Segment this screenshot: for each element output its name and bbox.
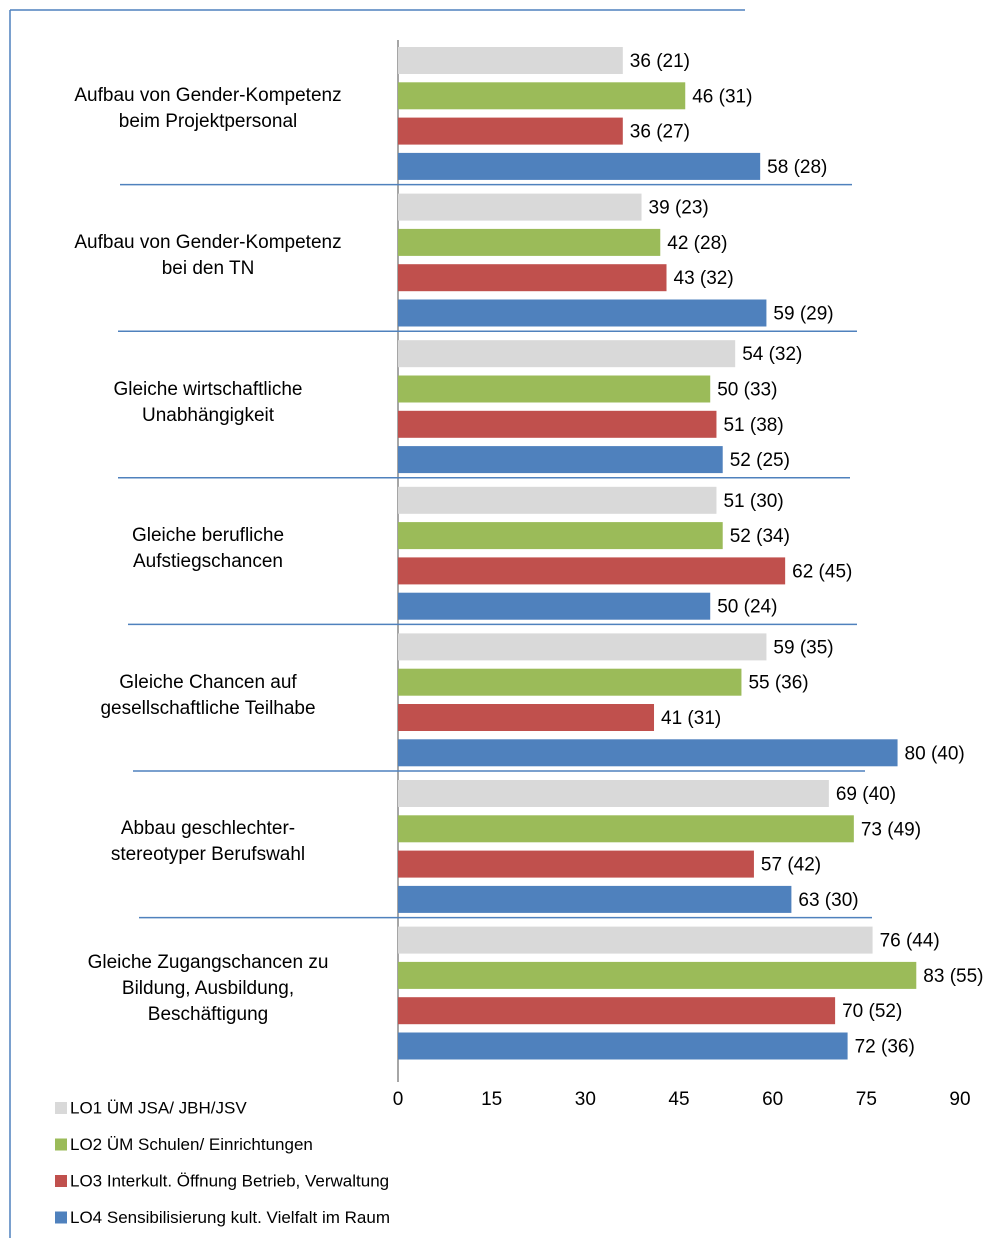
bar [398, 961, 917, 989]
bar [398, 633, 767, 661]
value-label: 46 (31) [692, 86, 752, 107]
legend-label: LO3 Interkult. Öffnung Betrieb, Verwaltu… [70, 1171, 389, 1190]
bar [398, 668, 742, 696]
x-tick-label: 30 [575, 1089, 596, 1110]
bar [398, 375, 711, 403]
legend-swatch [55, 1211, 67, 1224]
x-tick-label: 0 [393, 1089, 404, 1110]
bar [398, 152, 761, 180]
value-label: 57 (42) [761, 855, 821, 876]
bar [398, 815, 854, 843]
bar [398, 82, 686, 110]
value-label: 59 (29) [773, 304, 833, 325]
value-label: 52 (34) [730, 526, 790, 547]
value-label: 59 (35) [773, 637, 833, 658]
value-label: 51 (38) [723, 415, 783, 436]
bar [398, 117, 623, 145]
category-label: Gleiche Zugangschancen zu Bildung, Ausbi… [87, 951, 329, 1025]
category-label: Aufbau von Gender-Kompetenz beim Projekt… [74, 85, 342, 133]
value-label: 62 (45) [792, 561, 852, 582]
bar [398, 410, 717, 438]
value-label: 50 (24) [717, 597, 777, 618]
category-label: Gleiche wirtschaftliche Unabhängigkeit [113, 378, 303, 426]
category-label: Gleiche berufliche Aufstiegschancen [131, 525, 285, 573]
legend-swatch [55, 1175, 67, 1187]
bar [398, 47, 623, 74]
category-label: Gleiche Chancen auf gesellschaftliche Te… [100, 671, 316, 719]
value-label: 51 (30) [723, 491, 783, 512]
bar [398, 557, 786, 585]
x-tick-label: 90 [949, 1089, 970, 1110]
category-label: Abbau geschlechter- stereotyper Berufswa… [110, 818, 306, 866]
value-label: 55 (36) [748, 673, 808, 694]
bar [398, 228, 661, 256]
legend-label: LO1 ÜM JSA/ JBH/JSV [70, 1098, 247, 1117]
bar [398, 885, 792, 913]
legend-swatch [55, 1102, 67, 1114]
legend-swatch [55, 1138, 67, 1151]
bar [398, 997, 836, 1025]
bar [398, 850, 754, 878]
value-label: 39 (23) [649, 198, 709, 219]
bar [398, 522, 723, 550]
bar [398, 264, 667, 292]
x-tick-label: 45 [668, 1089, 689, 1110]
bar [398, 780, 829, 807]
value-label: 76 (44) [880, 931, 940, 952]
value-label: 73 (49) [861, 819, 921, 840]
value-label: 63 (30) [798, 890, 858, 911]
bar [398, 446, 723, 474]
bar [398, 340, 736, 368]
x-tick-label: 60 [762, 1089, 783, 1110]
bar [398, 1032, 848, 1060]
value-label: 36 (21) [630, 51, 690, 72]
category-label: Aufbau von Gender-Kompetenz bei den TN [74, 231, 342, 279]
value-label: 80 (40) [905, 743, 965, 764]
value-label: 72 (36) [855, 1037, 915, 1058]
bar [398, 739, 898, 767]
bar [398, 592, 711, 620]
bar [398, 299, 767, 327]
x-tick-label: 75 [856, 1089, 877, 1110]
value-label: 36 (27) [630, 122, 690, 143]
value-label: 52 (25) [730, 450, 790, 471]
value-label: 70 (52) [842, 1001, 902, 1022]
value-label: 58 (28) [767, 157, 827, 178]
value-label: 43 (32) [674, 268, 734, 289]
value-label: 50 (33) [717, 380, 777, 401]
legend-label: LO4 Sensibilisierung kult. Vielfalt im R… [70, 1208, 390, 1227]
value-label: 54 (32) [742, 344, 802, 365]
x-tick-label: 15 [481, 1089, 502, 1110]
value-label: 69 (40) [836, 784, 896, 805]
value-label: 41 (31) [661, 708, 721, 729]
bar [398, 926, 873, 954]
bar [398, 486, 717, 514]
value-label: 83 (55) [923, 966, 983, 987]
bar [398, 704, 655, 731]
bar [398, 193, 642, 221]
value-label: 42 (28) [667, 233, 727, 254]
legend-label: LO2 ÜM Schulen/ Einrichtungen [70, 1135, 313, 1154]
